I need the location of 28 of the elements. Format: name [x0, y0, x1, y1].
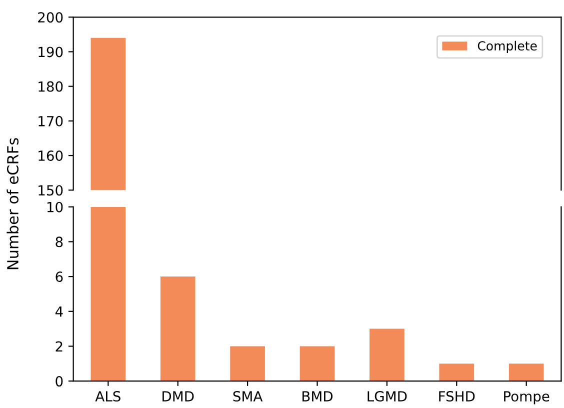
- x-tick-label: LGMD: [368, 391, 407, 402]
- x-tick-label: SMA: [233, 391, 263, 402]
- bar: [439, 364, 474, 382]
- y-tick-label: 0: [56, 376, 63, 387]
- y-axis-title: Number of eCRFs: [6, 138, 19, 270]
- y-tick-label: 170: [38, 116, 63, 126]
- bar: [508, 364, 544, 382]
- y-tick-label: 2: [56, 341, 62, 352]
- y-tick-label: 10: [47, 202, 63, 212]
- y-tick-label: 160: [38, 150, 63, 162]
- bar: [160, 276, 196, 382]
- y-tick-label: 150: [38, 185, 63, 196]
- x-tick-label: FSHD: [439, 391, 475, 402]
- x-tick-label: BMD: [302, 391, 333, 402]
- y-tick-label: 6: [56, 272, 63, 282]
- bar: [90, 206, 126, 382]
- x-tick-label: DMD: [162, 391, 194, 402]
- bar: [230, 346, 265, 382]
- bar: [300, 346, 335, 382]
- y-tick-label: 190: [38, 46, 63, 58]
- x-tick-label: Pompe: [504, 391, 550, 404]
- x-tick-label: ALS: [95, 391, 120, 402]
- y-tick-label: 180: [38, 81, 63, 92]
- y-tick-label: 8: [56, 236, 63, 248]
- bar: [370, 328, 404, 382]
- y-tick-label: 4: [55, 306, 63, 317]
- legend-label: Complete: [478, 40, 537, 53]
- y-tick-label: 200: [38, 12, 63, 23]
